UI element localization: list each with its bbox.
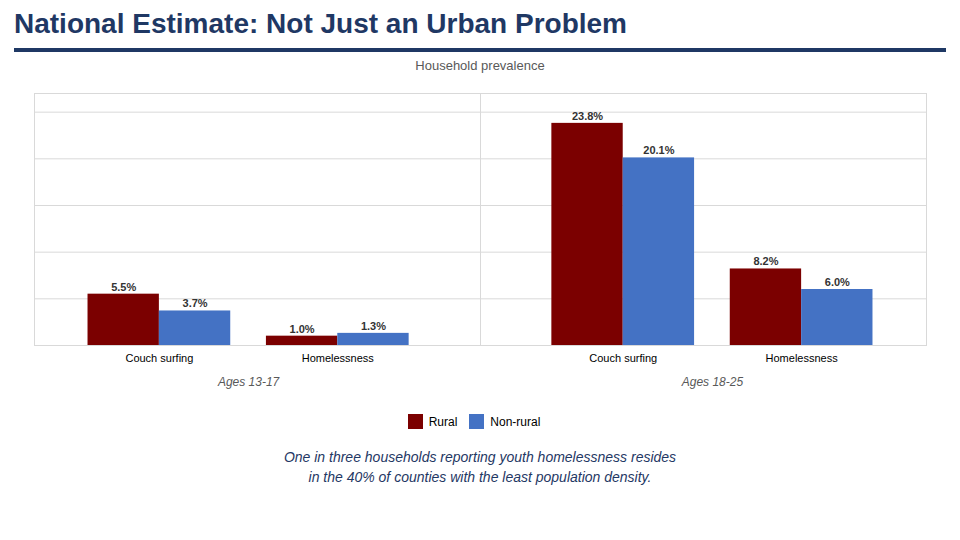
html-text:in the 40% of counties with th: in the 40% of counties with the least po… [308, 468, 652, 485]
svg-text:Ages 13-17: Ages 13-17 [217, 375, 281, 389]
svg-text:Couch surfing: Couch surfing [125, 352, 193, 364]
html-text:One in three households report: One in three households reporting youth … [283, 449, 677, 465]
svg-text:Ages 18-25: Ages 18-25 [681, 375, 744, 389]
svg-text:20.1%: 20.1% [643, 144, 674, 156]
svg-text:3.7%: 3.7% [183, 297, 208, 309]
svg-text:23.8%: 23.8% [572, 110, 603, 122]
html-text:Rural: Rural [428, 414, 458, 429]
html-text:Household prevalence: Household prevalence [415, 58, 545, 73]
svg-text:6.0%: 6.0% [825, 276, 850, 288]
svg-text:Homelessness: Homelessness [766, 352, 839, 364]
svg-text:1.0%: 1.0% [290, 323, 315, 335]
html-text:Non-rural: Non-rural [490, 414, 541, 429]
svg-text:8.2%: 8.2% [753, 255, 778, 267]
svg-text:1.3%: 1.3% [361, 320, 386, 332]
html-text:National Estimate: Not Just an: National Estimate: Not Just an Urban Pro… [14, 8, 627, 39]
svg-text:5.5%: 5.5% [111, 281, 136, 293]
svg-text:Couch surfing: Couch surfing [589, 352, 657, 364]
svg-text:Homelessness: Homelessness [302, 352, 375, 364]
